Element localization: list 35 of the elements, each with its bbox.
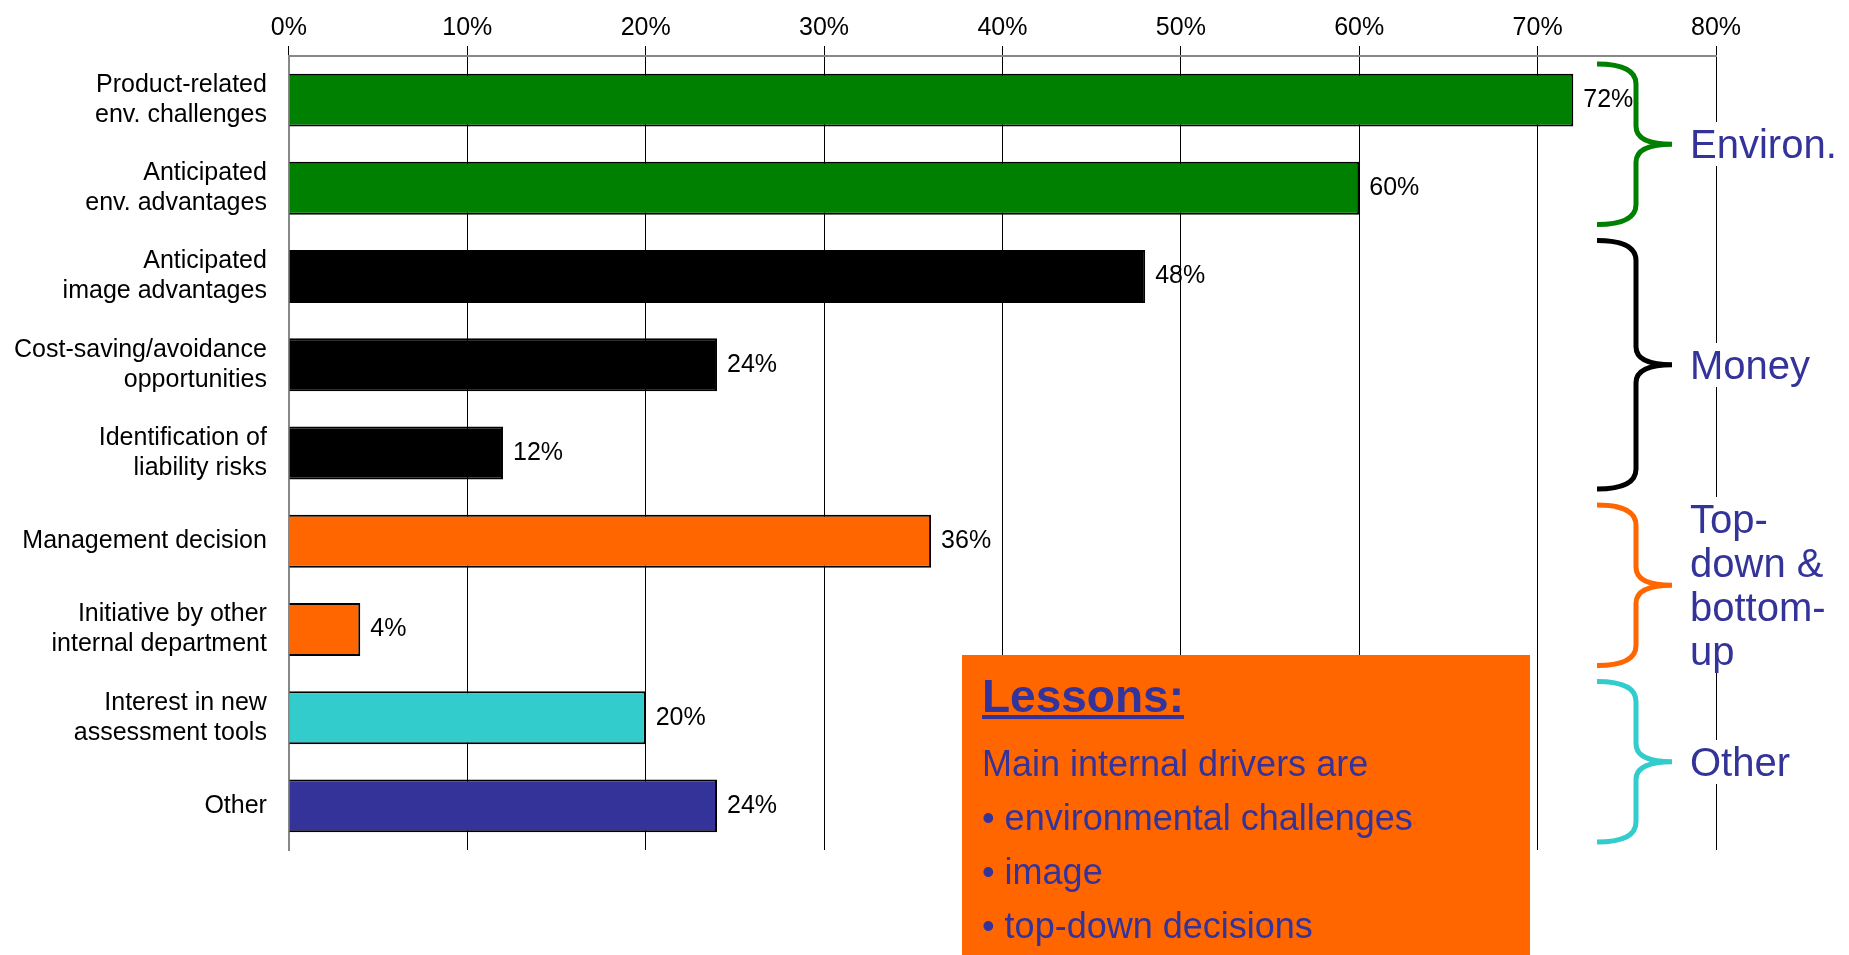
annotation: Money [1690,342,1811,387]
x-tick-label: 20% [620,11,671,40]
data-label: 24% [727,789,778,818]
y-tick-label: Interest in new assessment tools [73,686,268,745]
x-tick-label: 80% [1690,11,1742,40]
annotation: Other [1690,739,1791,784]
y-tick-label: Product-related env. challenges [95,69,267,127]
x-tick-label: 70% [1512,11,1563,40]
text: • image [982,850,1104,894]
x-tick-label: 40% [977,11,1028,40]
y-tick-label: Anticipated image advantages [62,245,267,304]
text: • top-down decisions [982,904,1314,948]
data-label: 72% [1583,84,1634,112]
y-tick-label: Initiative by other internal department [51,598,267,657]
y-tick-label: Cost-saving/avoidance opportunities [14,333,267,392]
y-tick-label: Anticipated env. advantages [85,157,267,216]
annotation: Environ. [1690,122,1837,167]
x-tick-label: 30% [799,11,850,40]
y-tick-label: Management decision [22,525,267,554]
annotation: Main internal drivers are [982,742,1370,786]
data-label: 12% [512,436,564,465]
annotation: Top-down & bottom-up [1690,497,1830,674]
data-label: 24% [727,348,778,377]
data-label: 4% [370,613,407,642]
x-tick-label: 50% [1155,11,1206,40]
y-tick-label: Other [204,789,267,818]
data-label: 20% [655,701,706,730]
x-tick-label: 0% [270,11,307,40]
data-label: 60% [1369,172,1420,201]
x-tick-label: 10% [442,11,493,40]
y-tick-label: Identification of liability risks [98,421,267,480]
x-tick-label: 60% [1334,11,1385,40]
annotation: • environmental challenges [982,796,1414,840]
annotation: Lessons: [982,669,1185,723]
data-label: 36% [941,525,992,554]
